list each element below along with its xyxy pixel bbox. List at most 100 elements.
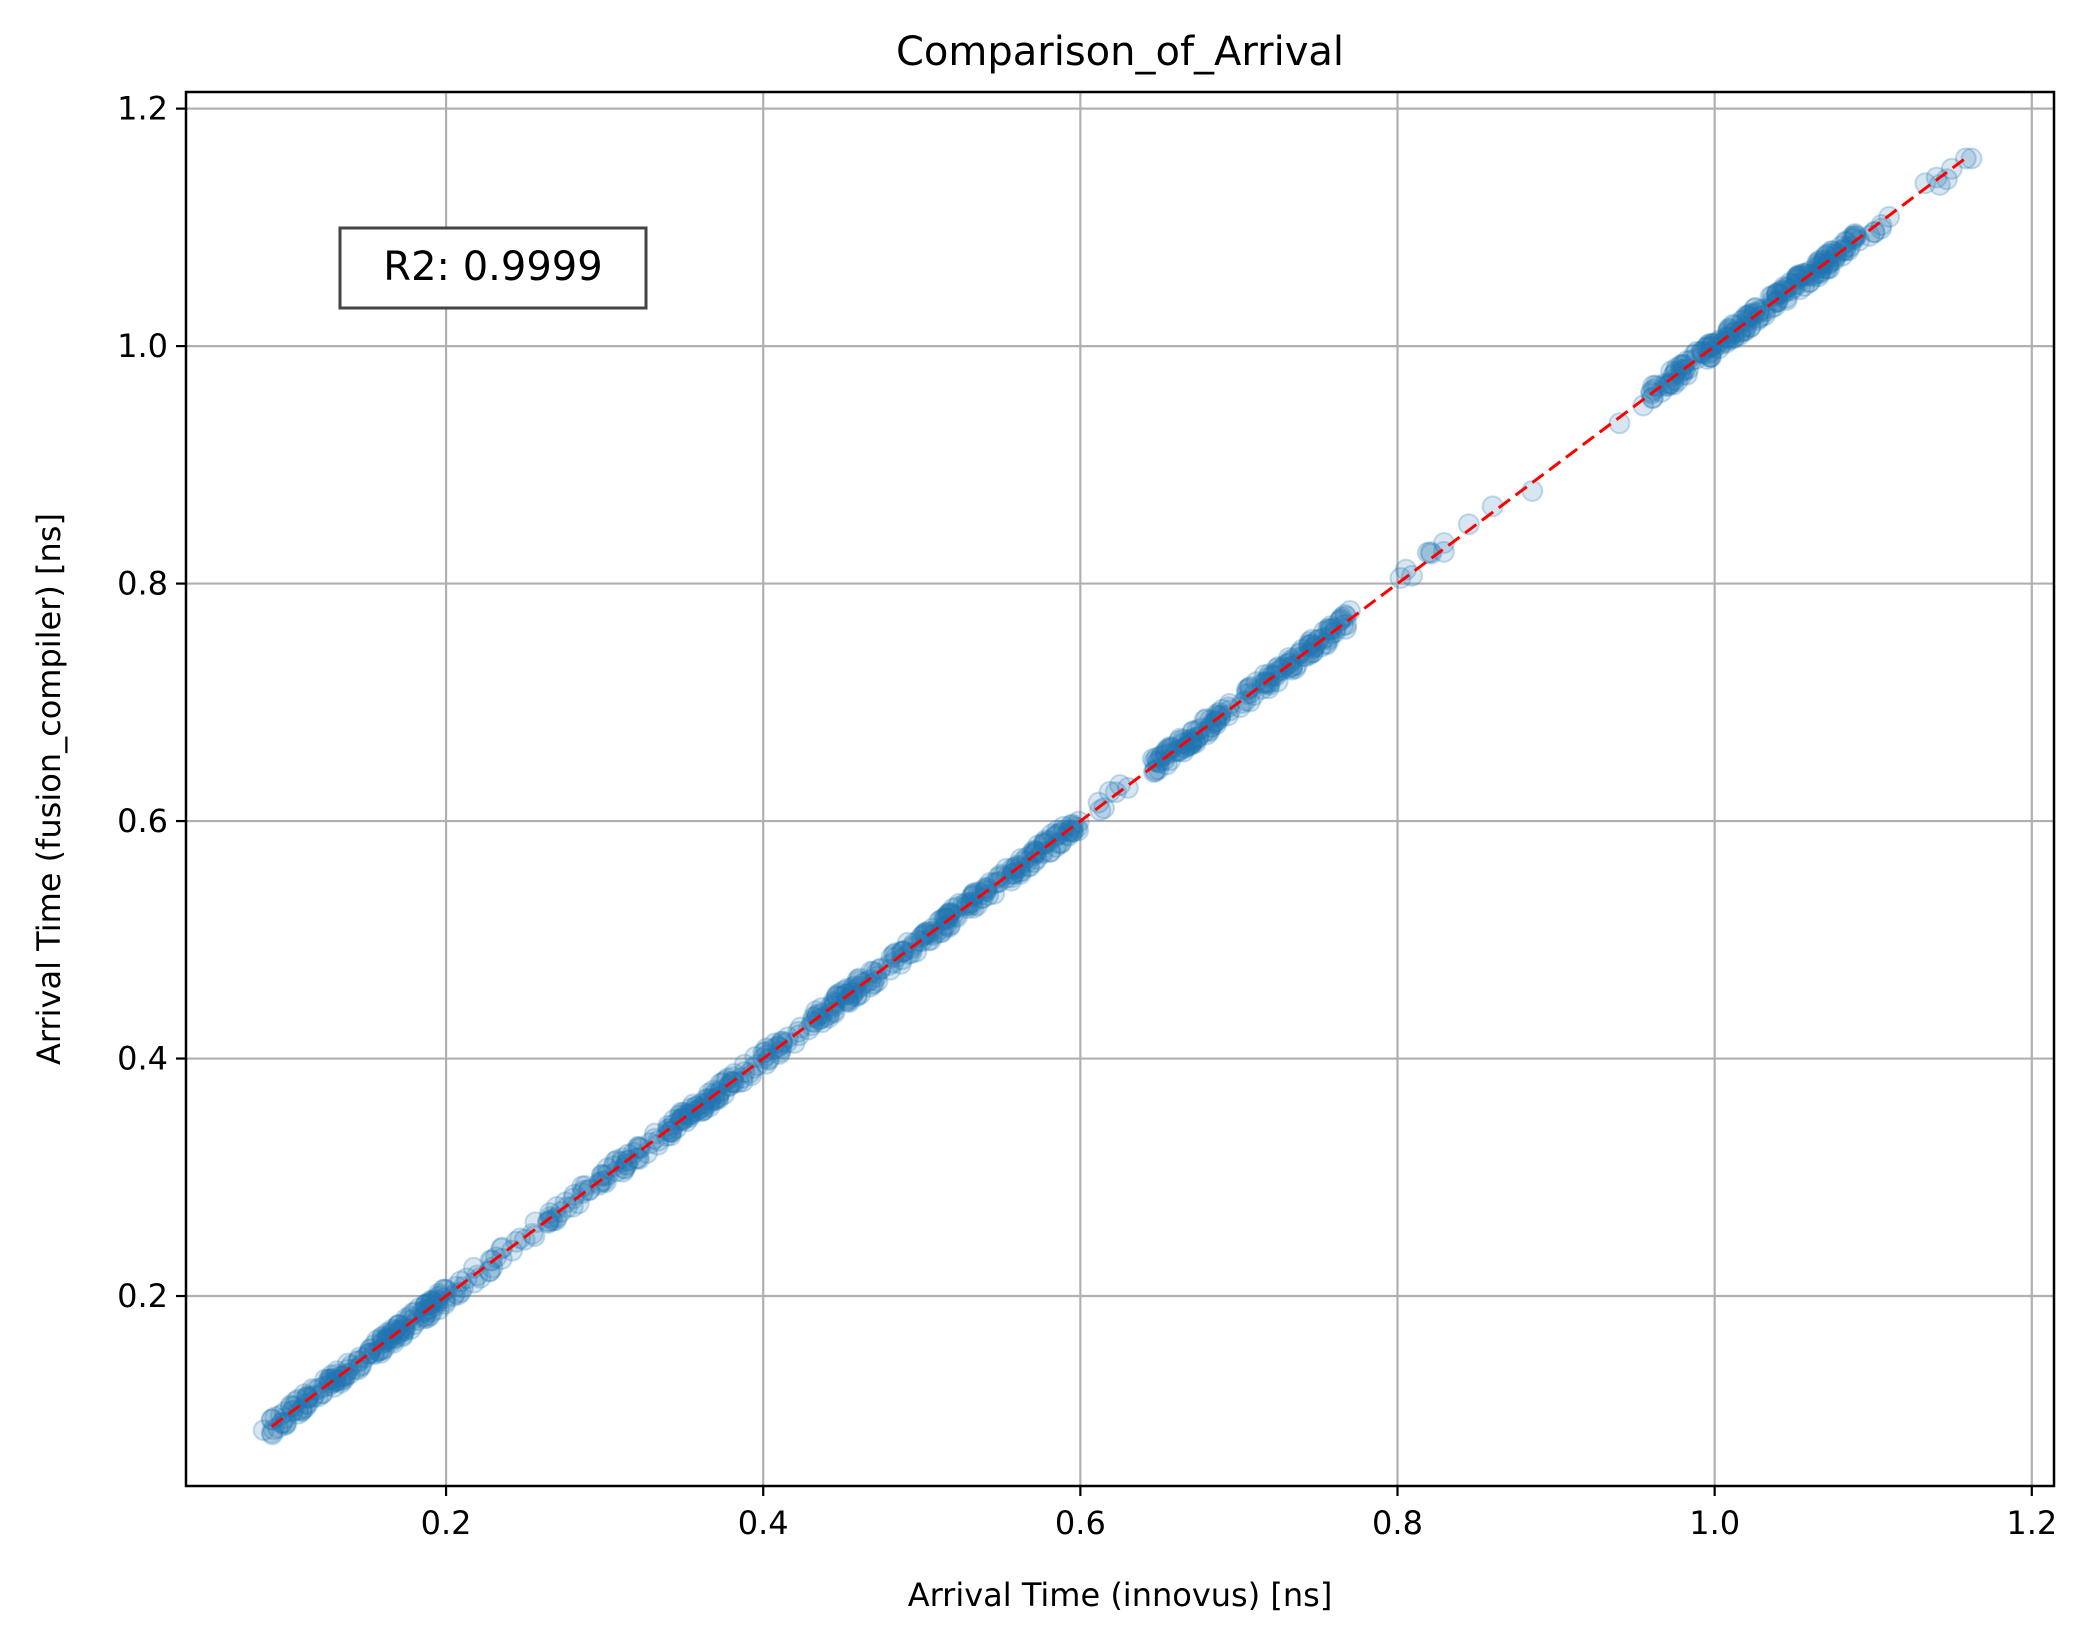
scatter-point xyxy=(399,1317,422,1340)
scatter-point xyxy=(521,1222,544,1245)
scatter-point xyxy=(1218,692,1241,715)
scatter-point xyxy=(1845,225,1868,248)
scatter-point xyxy=(989,863,1012,886)
scatter-point xyxy=(836,989,859,1012)
scatter-point xyxy=(1763,295,1786,318)
scatter-point xyxy=(655,1124,678,1147)
scatter-point xyxy=(962,884,985,907)
scatter-point xyxy=(1205,703,1228,726)
scatter-point xyxy=(1150,744,1173,767)
scatter-point xyxy=(809,1007,832,1030)
scatter-point xyxy=(1780,273,1803,296)
scatter-point xyxy=(902,932,925,955)
scatter-point xyxy=(659,1120,682,1143)
scatter-point xyxy=(615,1154,638,1177)
scatter-point xyxy=(252,1419,275,1442)
scatter-point xyxy=(703,1088,726,1111)
scatter-point xyxy=(540,1207,563,1230)
scatter-point xyxy=(414,1294,437,1317)
scatter-point xyxy=(1960,147,1983,170)
scatter-point xyxy=(752,1041,775,1064)
scatter-point xyxy=(939,901,962,924)
scatter-point xyxy=(1730,320,1753,343)
scatter-point xyxy=(885,945,908,968)
scatter-point xyxy=(706,1086,729,1109)
scatter-point xyxy=(1863,221,1886,244)
scatter-point xyxy=(1728,321,1751,344)
scatter-point xyxy=(1251,677,1274,700)
scatter-point xyxy=(835,983,858,1006)
scatter-point xyxy=(449,1270,472,1293)
scatter-point xyxy=(1716,321,1739,344)
scatter-point xyxy=(393,1319,416,1342)
scatter-point xyxy=(1715,331,1738,354)
scatter-point xyxy=(303,1379,326,1402)
scatter-point xyxy=(1680,349,1703,372)
x-axis-ticks: 0.2 0.4 0.6 0.8 1.0 1.2 xyxy=(421,1486,2057,1542)
scatter-point xyxy=(1691,341,1714,364)
scatter-point xyxy=(425,1288,448,1311)
scatter-point xyxy=(731,1066,754,1089)
scatter-point xyxy=(910,925,933,948)
scatter-point xyxy=(1183,728,1206,751)
scatter-point xyxy=(1235,683,1258,706)
scatter-point xyxy=(1792,262,1815,285)
scatter-point xyxy=(537,1212,560,1235)
scatter-point xyxy=(335,1363,358,1386)
scatter-point xyxy=(1238,677,1261,700)
scatter-point xyxy=(267,1416,290,1439)
scatter-point xyxy=(626,1146,649,1169)
scatter-point xyxy=(591,1164,614,1187)
scatter-point xyxy=(1199,716,1222,739)
scatter-point xyxy=(842,982,865,1005)
scatter-point xyxy=(611,1147,634,1170)
scatter-point xyxy=(1802,265,1825,288)
scatter-point xyxy=(350,1353,373,1376)
scatter-point xyxy=(1288,642,1311,665)
scatter-point xyxy=(1320,619,1343,642)
scatter-point xyxy=(1211,698,1234,721)
scatter-point xyxy=(269,1404,292,1427)
scatter-point xyxy=(1217,704,1240,727)
scatter-point xyxy=(1786,267,1809,290)
scatter-point xyxy=(1713,330,1736,353)
scatter-point xyxy=(1775,277,1798,300)
scatter-point xyxy=(835,983,858,1006)
y-axis-label: Arrival Time (fusion_compiler) [ns] xyxy=(30,513,68,1065)
scatter-point xyxy=(605,1160,628,1183)
scatter-point xyxy=(567,1192,590,1215)
scatter-point xyxy=(1723,314,1746,337)
scatter-point xyxy=(1000,866,1023,889)
scatter-point xyxy=(562,1187,585,1210)
scatter-point xyxy=(413,1305,436,1328)
scatter-point xyxy=(1790,265,1813,288)
scatter-point xyxy=(280,1395,303,1418)
scatter-point xyxy=(769,1040,792,1063)
scatter-point xyxy=(897,943,920,966)
scatter-point xyxy=(388,1322,411,1345)
scatter-point xyxy=(1234,689,1257,712)
scatter-point xyxy=(420,1300,443,1323)
scatter-point xyxy=(627,1136,650,1159)
scatter-point xyxy=(1432,540,1455,563)
scatter-point xyxy=(1022,839,1045,862)
scatter-point xyxy=(707,1086,730,1109)
scatter-point xyxy=(1708,329,1731,352)
scatter-point xyxy=(332,1368,355,1391)
scatter-point xyxy=(662,1108,685,1131)
scatter-point xyxy=(1389,567,1412,590)
scatter-point xyxy=(1641,386,1664,409)
scatter-point xyxy=(869,957,892,980)
scatter-point xyxy=(657,1114,680,1137)
r2-annotation-text: R2: 0.9999 xyxy=(383,244,602,290)
scatter-point xyxy=(1817,252,1840,275)
scatter-point xyxy=(1808,249,1831,272)
scatter-point xyxy=(1806,252,1829,275)
scatter-point xyxy=(1023,840,1046,863)
scatter-point xyxy=(935,914,958,937)
scatter-point xyxy=(1766,290,1789,313)
scatter-points xyxy=(252,147,1983,1446)
scatter-point xyxy=(1269,658,1292,681)
scatter-point xyxy=(1671,353,1694,376)
